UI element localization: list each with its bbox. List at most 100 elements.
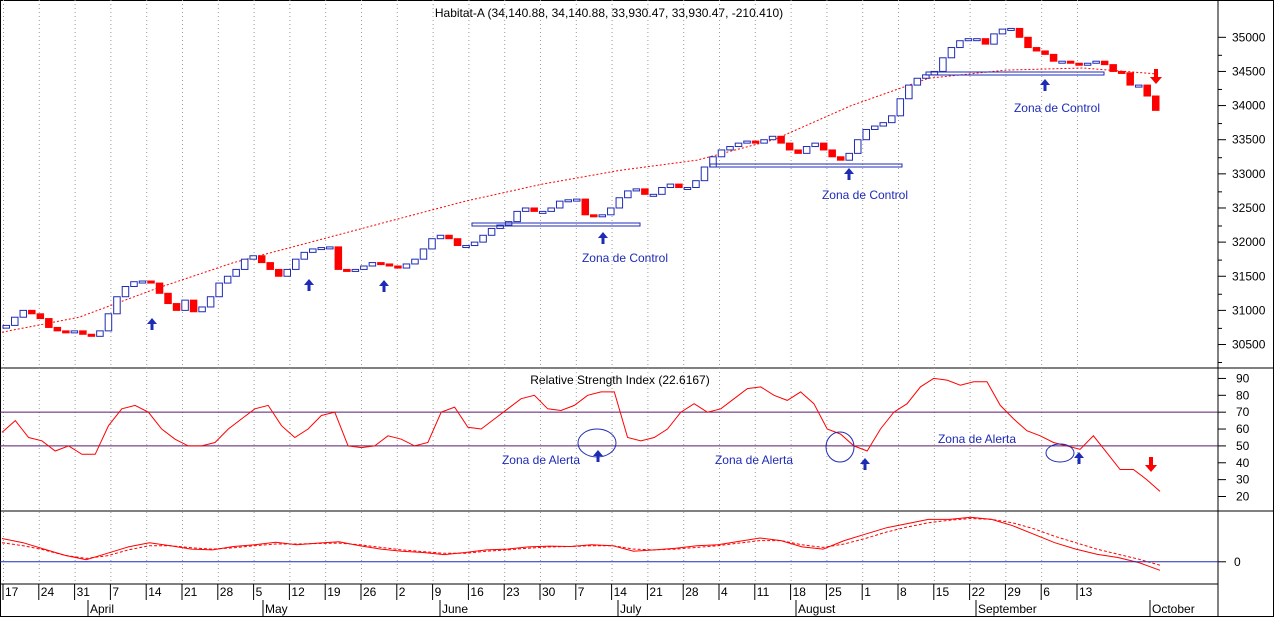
up-candle (360, 265, 368, 270)
moving-average-series (1, 67, 1161, 333)
up-arrow-icon (598, 232, 608, 244)
up-candle (964, 38, 973, 42)
up-candle (998, 28, 1007, 35)
up-candle (598, 214, 607, 218)
up-arrow-icon (304, 279, 314, 291)
up-candle (700, 166, 709, 182)
x-day-label: 19 (327, 585, 341, 599)
up-candle (913, 77, 922, 86)
x-day-label: 7 (578, 585, 585, 599)
up-candle (1083, 62, 1092, 66)
up-candle (726, 146, 734, 151)
price-candles (2, 27, 1160, 337)
down-candle (1143, 84, 1151, 97)
x-day-label: 11 (757, 585, 770, 599)
up-candle (564, 199, 572, 203)
control-zone-3 (925, 71, 1105, 76)
y-tick-label: 60 (1236, 422, 1250, 436)
y-tick-label: 90 (1236, 371, 1250, 385)
up-candle (11, 316, 19, 326)
control-zone-1 (471, 222, 641, 227)
up-candle (181, 299, 189, 311)
up-candle (283, 268, 291, 277)
x-day-label: 9 (435, 585, 442, 599)
up-candle (521, 207, 530, 212)
down-candle (530, 207, 538, 212)
down-arrow-icon (1145, 457, 1157, 472)
y-tick-label: 34500 (1232, 64, 1266, 78)
y-tick-label: 35000 (1232, 30, 1266, 44)
up-candle (1058, 60, 1066, 64)
up-candle (479, 234, 487, 243)
x-day-label: 5 (256, 585, 263, 599)
up-candle (845, 152, 853, 161)
down-candle (266, 262, 274, 270)
y-tick-label: 30500 (1232, 338, 1266, 352)
down-candle (445, 234, 453, 240)
up-arrow-icon (1040, 79, 1050, 91)
x-month-label: September (978, 602, 1037, 616)
up-candle (19, 309, 28, 318)
down-candle (53, 326, 62, 332)
oscillator-signal-line (1, 517, 1161, 566)
down-candle (189, 299, 198, 313)
rsi-series (1, 377, 1161, 492)
down-candle (377, 262, 385, 266)
x-month-label: August (798, 602, 836, 616)
x-day-label: 28 (685, 585, 699, 599)
control-zone-label: Zona de Control (582, 251, 668, 265)
x-month-label: May (265, 602, 288, 616)
down-candle (1024, 36, 1032, 49)
x-day-label: 13 (1079, 585, 1093, 599)
up-candle (198, 306, 206, 313)
alert-circle (825, 431, 855, 463)
x-day-label: 1 (864, 585, 871, 599)
up-candle (1092, 60, 1100, 64)
down-candle (453, 238, 462, 247)
x-day-label: 6 (1043, 585, 1050, 599)
signal-arrows-price (147, 69, 1162, 330)
price-y-ticks: 30500 31000 31500 32000 32500 33000 33500 34000… (1218, 30, 1266, 364)
moving-average-line (1, 67, 1161, 333)
up-candle (768, 135, 777, 141)
oscillator-line (1, 516, 1161, 571)
up-candle (130, 281, 138, 287)
x-day-label: 14 (614, 585, 628, 599)
up-candle (692, 180, 700, 189)
up-candle (973, 38, 981, 42)
up-candle (734, 142, 743, 148)
x-day-label: 21 (184, 585, 198, 599)
x-day-label: 26 (363, 585, 377, 599)
up-candle (96, 330, 104, 337)
x-day-label: 18 (793, 585, 807, 599)
up-candle (607, 207, 615, 216)
up-candle (326, 246, 334, 250)
x-month-label: July (620, 602, 641, 616)
down-candle (172, 303, 181, 311)
up-candle (436, 234, 445, 240)
down-candle (675, 183, 683, 188)
up-candle (632, 188, 641, 192)
down-candle (641, 188, 649, 195)
up-candle (513, 210, 521, 223)
up-candle (879, 122, 888, 127)
y-tick-label: 34000 (1232, 99, 1266, 113)
up-candle (309, 248, 317, 253)
up-candle (666, 183, 675, 188)
oscillator-y-ticks: 0 (0, 555, 1241, 569)
x-day-label: 30 (542, 585, 556, 599)
up-candle (462, 245, 470, 249)
alert-zone-label: Zona de Alerta (938, 432, 1016, 446)
control-zone-label: Zona de Control (822, 188, 908, 202)
up-candle (249, 255, 257, 260)
up-candle (947, 47, 956, 59)
x-day-label: 14 (148, 585, 162, 599)
up-candle (411, 258, 419, 265)
down-candle (147, 280, 155, 284)
down-candle (36, 313, 45, 320)
down-candle (1126, 72, 1134, 86)
down-candle (1151, 95, 1160, 111)
down-candle (836, 156, 845, 161)
